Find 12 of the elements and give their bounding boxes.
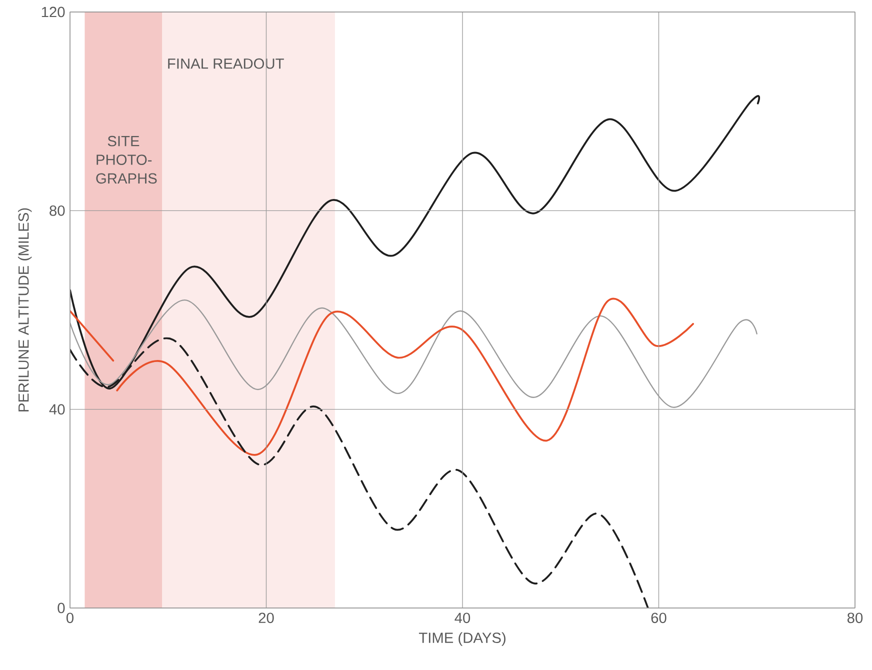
x-tick-label: 0 [66,612,74,624]
y-tick-label: 80 [50,205,65,216]
x-tick-label: 60 [651,612,666,624]
y-tick-label: 40 [49,404,65,415]
x-tick-label: 80 [847,612,863,624]
x-tick-label: 40 [454,612,470,624]
y-tick-label: 120 [42,6,65,18]
x-axis-title: TIME (DAYS) [418,632,506,646]
y-tick-label: 0 [58,602,65,614]
band-label: SITE PHOTO-GRAPHS [96,136,157,184]
y-axis-title: PERILUNE ALTITUDE (MILES) [18,208,32,412]
x-tick-label: 20 [258,612,274,624]
